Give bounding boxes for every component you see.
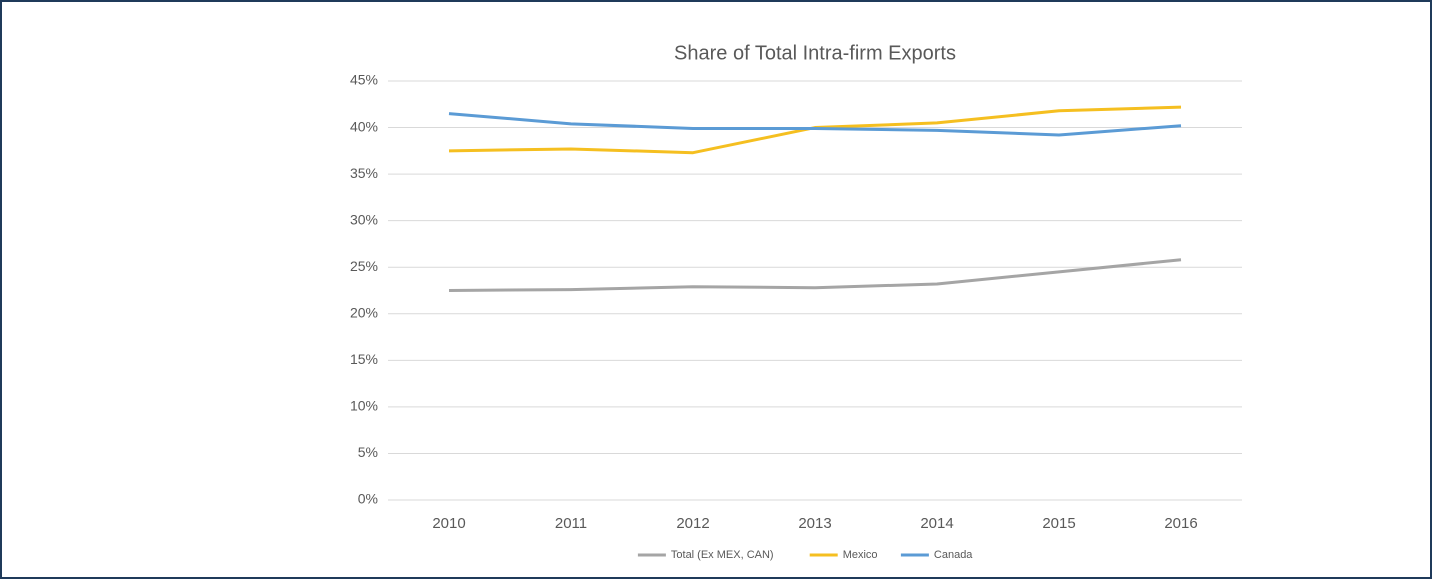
y-tick-label: 25% [350, 258, 378, 274]
x-tick-label: 2013 [798, 515, 831, 532]
y-tick-label: 5% [358, 444, 378, 460]
y-tick-label: 20% [350, 304, 378, 320]
x-tick-label: 2011 [555, 515, 587, 532]
y-tick-label: 40% [350, 118, 378, 134]
x-tick-label: 2010 [432, 515, 465, 532]
y-tick-label: 10% [350, 398, 378, 414]
y-tick-label: 30% [350, 211, 378, 227]
x-tick-label: 2012 [676, 515, 709, 532]
legend-label: Total (Ex MEX, CAN) [671, 549, 774, 561]
legend-label: Mexico [843, 549, 878, 561]
y-tick-label: 0% [358, 491, 378, 507]
chart-title: Share of Total Intra-firm Exports [674, 42, 956, 64]
y-tick-label: 15% [350, 351, 378, 367]
x-tick-label: 2014 [920, 515, 953, 532]
x-tick-label: 2016 [1164, 515, 1197, 532]
y-tick-label: 35% [350, 165, 378, 181]
x-tick-label: 2015 [1042, 515, 1075, 532]
y-tick-label: 45% [350, 72, 378, 88]
line-series [448, 112, 1182, 137]
legend-label: Canada [934, 549, 973, 561]
line-series [448, 258, 1182, 292]
